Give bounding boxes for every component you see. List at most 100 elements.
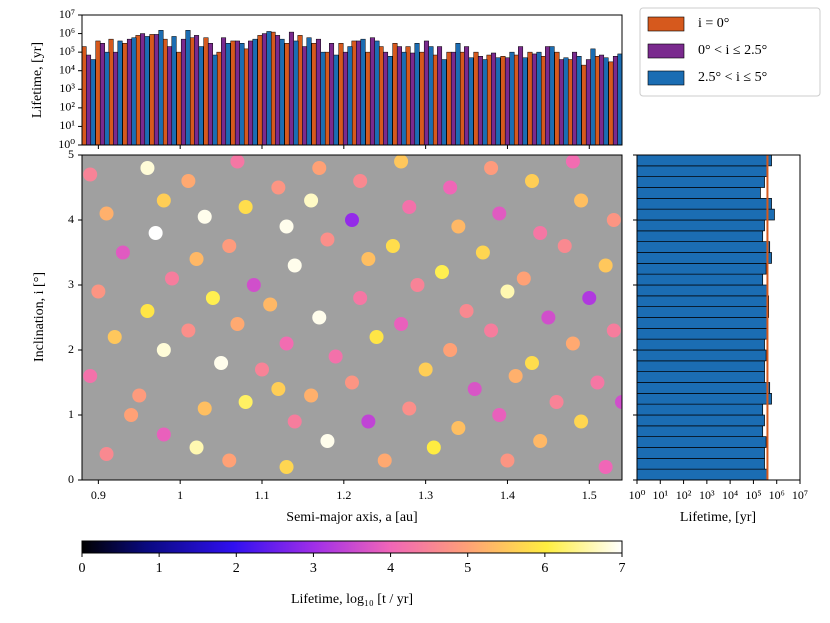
- legend-label: i = 0°: [698, 16, 729, 31]
- y-tick-label: 10⁵: [59, 44, 75, 58]
- point: [222, 453, 237, 468]
- bar: [266, 31, 272, 146]
- y-tick-label: 10³: [59, 81, 75, 95]
- bar: [378, 46, 384, 146]
- bar: [437, 46, 443, 146]
- bar: [90, 59, 96, 146]
- point: [83, 369, 98, 383]
- point: [402, 401, 417, 416]
- bar: [527, 51, 533, 146]
- bar: [599, 54, 605, 146]
- legend-swatch: [647, 43, 685, 59]
- point: [271, 382, 286, 396]
- x-tick-label: 1.3: [418, 488, 433, 502]
- bar: [306, 37, 312, 146]
- bar: [636, 338, 765, 351]
- bar: [279, 38, 285, 146]
- bar: [636, 349, 767, 362]
- bar: [252, 38, 258, 146]
- bar: [581, 64, 587, 146]
- bar: [99, 43, 105, 146]
- bar: [194, 35, 200, 146]
- y-tick-label: 10⁶: [59, 25, 75, 39]
- point: [99, 447, 114, 461]
- point: [598, 258, 613, 273]
- bar: [446, 51, 452, 146]
- point: [320, 434, 335, 448]
- points: [83, 155, 622, 474]
- colorbar-tick-label: 4: [387, 561, 394, 576]
- x-tick-label: 1.4: [500, 488, 515, 502]
- bar: [477, 56, 483, 146]
- y-tick-label: 10²: [59, 100, 75, 114]
- point: [557, 239, 572, 253]
- colorbar-tick-label: 6: [541, 561, 548, 576]
- bar: [351, 40, 357, 146]
- point: [255, 362, 269, 377]
- bar: [558, 59, 564, 146]
- bar: [491, 52, 497, 146]
- point: [91, 284, 106, 299]
- point: [565, 155, 580, 169]
- bar: [320, 51, 326, 146]
- bar: [590, 48, 596, 146]
- bar: [636, 414, 765, 427]
- bar: [509, 51, 515, 146]
- bar: [441, 59, 447, 146]
- point: [508, 369, 523, 383]
- point: [443, 343, 458, 357]
- point: [410, 278, 425, 292]
- bar: [603, 57, 609, 146]
- x-tick-label: 0.9: [91, 488, 106, 502]
- point: [312, 161, 327, 175]
- colorbar-label: Lifetime, log₁₀ [t / yr]: [291, 592, 413, 607]
- bar: [396, 46, 402, 146]
- point: [304, 388, 319, 403]
- x-tick-label: 1: [177, 488, 183, 502]
- y-tick-label: 0: [68, 472, 74, 486]
- point: [156, 193, 171, 208]
- point: [124, 408, 139, 422]
- legend-swatch: [647, 16, 685, 32]
- bar: [401, 51, 407, 146]
- bar: [225, 43, 231, 146]
- point: [165, 271, 179, 286]
- point: [222, 239, 237, 253]
- axes-frame: [81, 154, 623, 481]
- bar: [636, 208, 775, 221]
- point: [279, 336, 294, 351]
- bar: [576, 56, 582, 146]
- bar: [518, 46, 524, 146]
- y-tick-label: 10⁰: [58, 137, 75, 151]
- bar: [234, 40, 240, 146]
- point: [189, 252, 204, 266]
- bar: [257, 35, 263, 146]
- bar: [374, 40, 380, 146]
- point: [394, 317, 409, 331]
- bar: [230, 40, 236, 146]
- bar: [315, 38, 321, 146]
- bar: [473, 51, 479, 146]
- bar: [636, 447, 765, 459]
- bar: [126, 38, 132, 146]
- point: [394, 155, 409, 169]
- bar: [636, 458, 765, 470]
- colorbar-tick-label: 2: [233, 561, 240, 576]
- colorbar-tick-label: 0: [79, 561, 86, 576]
- point: [353, 174, 368, 188]
- point: [107, 330, 122, 344]
- bar: [95, 40, 101, 146]
- bar: [162, 38, 168, 146]
- bar: [243, 48, 249, 146]
- bar: [140, 33, 146, 146]
- point: [140, 161, 155, 175]
- bar: [122, 43, 128, 146]
- point: [115, 245, 130, 260]
- bar: [468, 57, 474, 146]
- bar: [636, 154, 772, 167]
- bar: [428, 46, 434, 146]
- bar: [203, 37, 209, 146]
- point: [181, 174, 196, 188]
- x-tick-label: 1.5: [582, 488, 597, 502]
